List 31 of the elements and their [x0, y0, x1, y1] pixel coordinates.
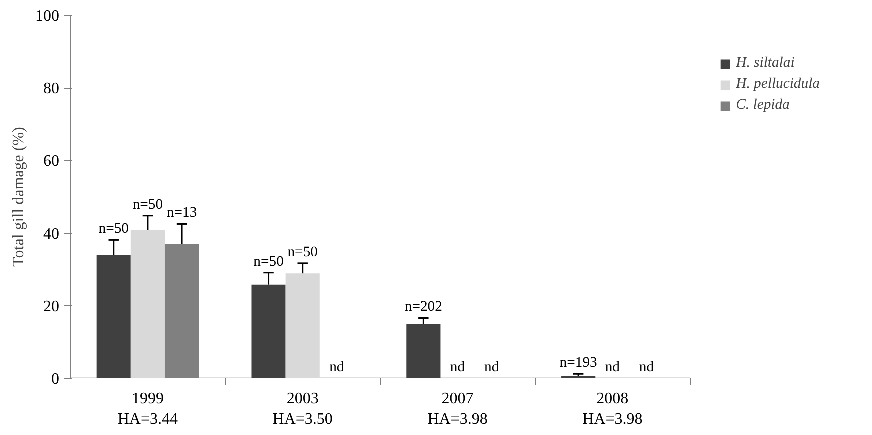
- y-tick-label: 60: [44, 153, 60, 170]
- y-tick-label: 80: [44, 80, 60, 98]
- x-tick-label: 2003 HA=3.50: [272, 390, 333, 428]
- bar: [130, 230, 165, 378]
- annotation: n=50: [288, 244, 318, 260]
- y-tick-label: 20: [44, 298, 60, 316]
- annotation: n=202: [404, 299, 442, 316]
- annotation: nd: [639, 360, 655, 376]
- annotation: n=13: [166, 205, 198, 222]
- bar: [252, 284, 286, 378]
- annotation: n=193: [560, 355, 598, 372]
- y-tick-label: 40: [44, 226, 60, 243]
- legend-label: H. pellucidula: [736, 76, 820, 93]
- y-tick-label: 100: [36, 8, 60, 25]
- bar: [406, 324, 441, 378]
- annotation: n=50: [98, 221, 129, 238]
- annotation: n=50: [254, 254, 284, 270]
- y-axis-title: Total gill damage (%): [10, 127, 28, 267]
- x-tick-label: 2007 HA=3.98: [428, 390, 488, 428]
- annotation: nd: [605, 360, 621, 376]
- bar: [96, 255, 131, 378]
- annotation: n=50: [132, 196, 164, 213]
- x-tick-label: 2008 HA=3.98: [582, 390, 643, 428]
- annotation: nd: [484, 360, 500, 376]
- bar: [286, 274, 320, 378]
- legend-label: H. siltalai: [736, 55, 795, 72]
- annotation: nd: [450, 360, 466, 376]
- x-tick-label: 1999 HA=3.44: [118, 390, 178, 428]
- y-tick-label: 0: [52, 371, 60, 388]
- legend-label: C. lepida: [736, 97, 790, 114]
- annotation: nd: [330, 360, 345, 376]
